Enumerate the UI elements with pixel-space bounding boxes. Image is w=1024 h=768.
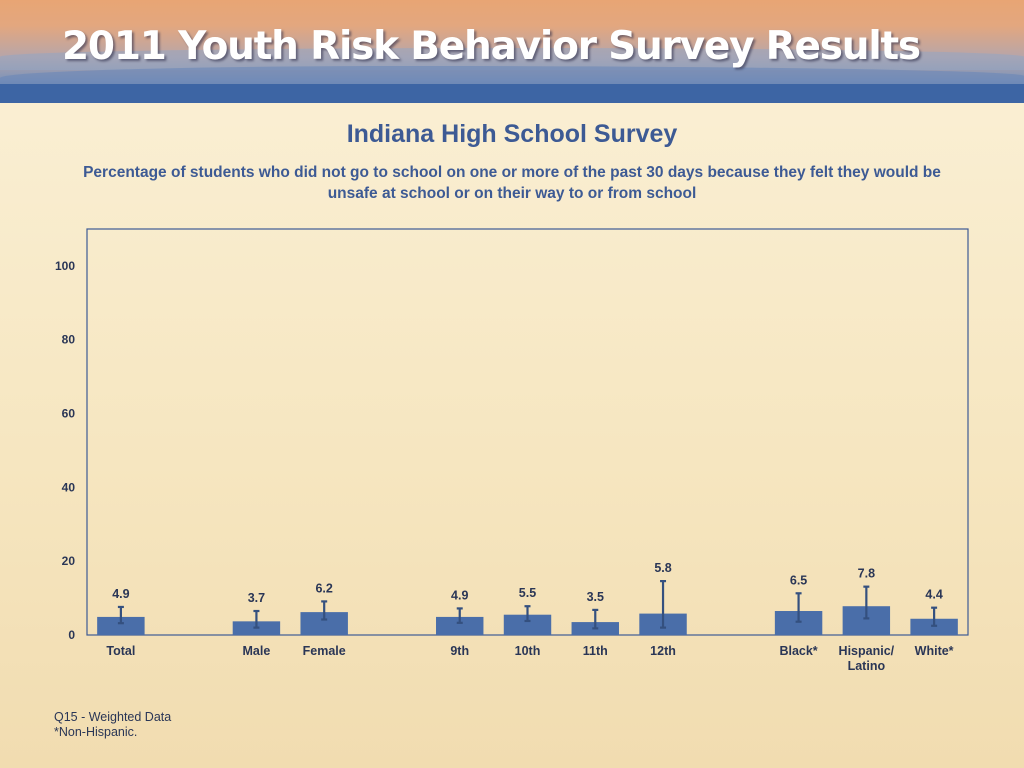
y-tick-label: 100 [55,259,75,273]
y-tick-label: 80 [62,333,76,347]
y-tick-label: 60 [62,407,76,421]
data-label: 4.4 [925,588,942,602]
banner-landscape-band [0,48,1024,70]
banner-title: 2011 Youth Risk Behavior Survey Results [62,24,921,69]
bar [503,614,552,635]
footnote-weighted-data: Q15 - Weighted Data [54,710,172,724]
data-label: 3.5 [587,590,604,604]
x-tick-label: 11th [583,644,608,658]
data-label: 4.9 [112,587,129,601]
x-tick-label: Male [243,644,271,658]
bar [774,611,823,635]
y-tick-label: 0 [68,628,75,642]
x-tick-label: Black* [779,644,817,658]
x-tick-label: 10th [515,644,541,658]
header-banner: 2011 Youth Risk Behavior Survey Results [0,0,1024,103]
banner-landscape-band [0,84,1024,103]
y-tick-label: 40 [62,480,76,494]
x-tick-label: 9th [450,644,469,658]
x-tick-label: Female [303,644,346,658]
data-label: 5.8 [654,561,671,575]
chart-subtitle: Percentage of students who did not go to… [83,164,941,202]
footnotes: Q15 - Weighted Data *Non-Hispanic. [54,710,171,740]
footnote-non-hispanic: *Non-Hispanic. [54,725,138,739]
y-tick-label: 20 [62,554,76,568]
bar [910,618,958,635]
chart-title: Indiana High School Survey [346,120,678,148]
data-label: 7.8 [858,567,875,581]
plot-area-frame [86,228,969,636]
banner-landscape-band [0,66,1024,86]
data-label: 3.7 [248,591,265,605]
x-tick-label: Hispanic/Latino [839,644,895,673]
x-tick-label: White* [915,644,954,658]
x-tick-label: Total [106,644,135,658]
bar [97,616,145,635]
x-tick-label: 12th [650,644,676,658]
data-label: 6.2 [315,581,332,595]
data-label: 4.9 [451,588,468,602]
data-label: 5.5 [519,586,536,600]
bar [436,616,484,635]
data-label: 6.5 [790,573,807,587]
bar [300,612,348,635]
